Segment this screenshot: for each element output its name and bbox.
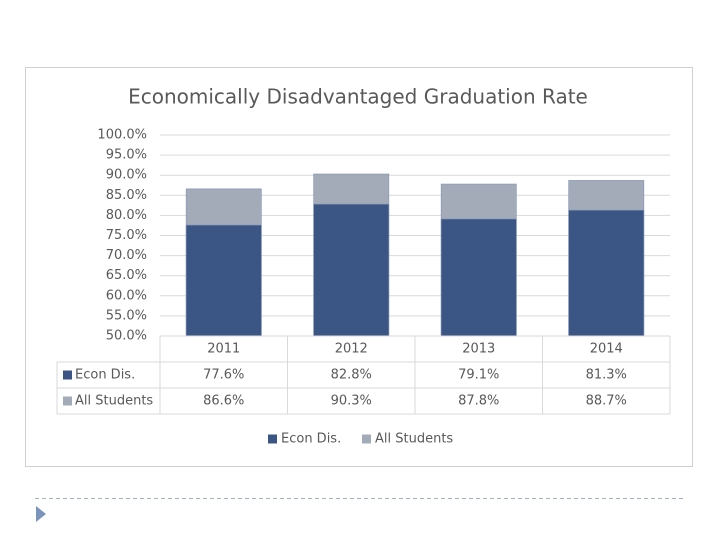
chart-title: Economically Disadvantaged Graduation Ra…	[128, 85, 588, 109]
x-tick-label: 2013	[462, 342, 495, 357]
y-tick-label: 75.0%	[106, 228, 147, 243]
x-tick-label: 2012	[335, 342, 368, 357]
bar	[568, 209, 645, 337]
y-tick-label: 85.0%	[106, 188, 147, 203]
legend-label: Econ Dis.	[281, 432, 341, 447]
y-tick-label: 60.0%	[106, 288, 147, 303]
legend-key	[362, 434, 371, 444]
x-tick-label: 2014	[590, 342, 623, 357]
table-value: 88.7%	[586, 394, 627, 409]
bar	[440, 218, 517, 337]
y-tick-label: 90.0%	[106, 168, 147, 183]
y-tick-label: 80.0%	[106, 208, 147, 223]
y-tick-label: 100.0%	[97, 128, 147, 143]
legend-label: All Students	[375, 432, 453, 447]
y-tick-label: 95.0%	[106, 148, 147, 163]
table-row-label: Econ Dis.	[75, 368, 135, 383]
table-value: 79.1%	[458, 368, 499, 383]
x-tick-label: 2011	[207, 342, 240, 357]
table-value: 90.3%	[331, 394, 372, 409]
y-tick-label: 50.0%	[106, 329, 147, 344]
table-row-label: All Students	[75, 394, 153, 409]
y-tick-label: 70.0%	[106, 248, 147, 263]
table-value: 87.8%	[458, 394, 499, 409]
table-value: 81.3%	[586, 368, 627, 383]
table-legend-key	[63, 370, 72, 380]
table-value: 86.6%	[203, 394, 244, 409]
table-value: 82.8%	[331, 368, 372, 383]
bar	[185, 224, 262, 337]
y-tick-label: 65.0%	[106, 268, 147, 283]
table-value: 77.6%	[203, 368, 244, 383]
y-tick-label: 55.0%	[106, 308, 147, 323]
bullet-icon	[36, 506, 46, 522]
table-legend-key	[63, 396, 72, 406]
bar	[313, 203, 390, 337]
legend-key	[268, 434, 277, 444]
